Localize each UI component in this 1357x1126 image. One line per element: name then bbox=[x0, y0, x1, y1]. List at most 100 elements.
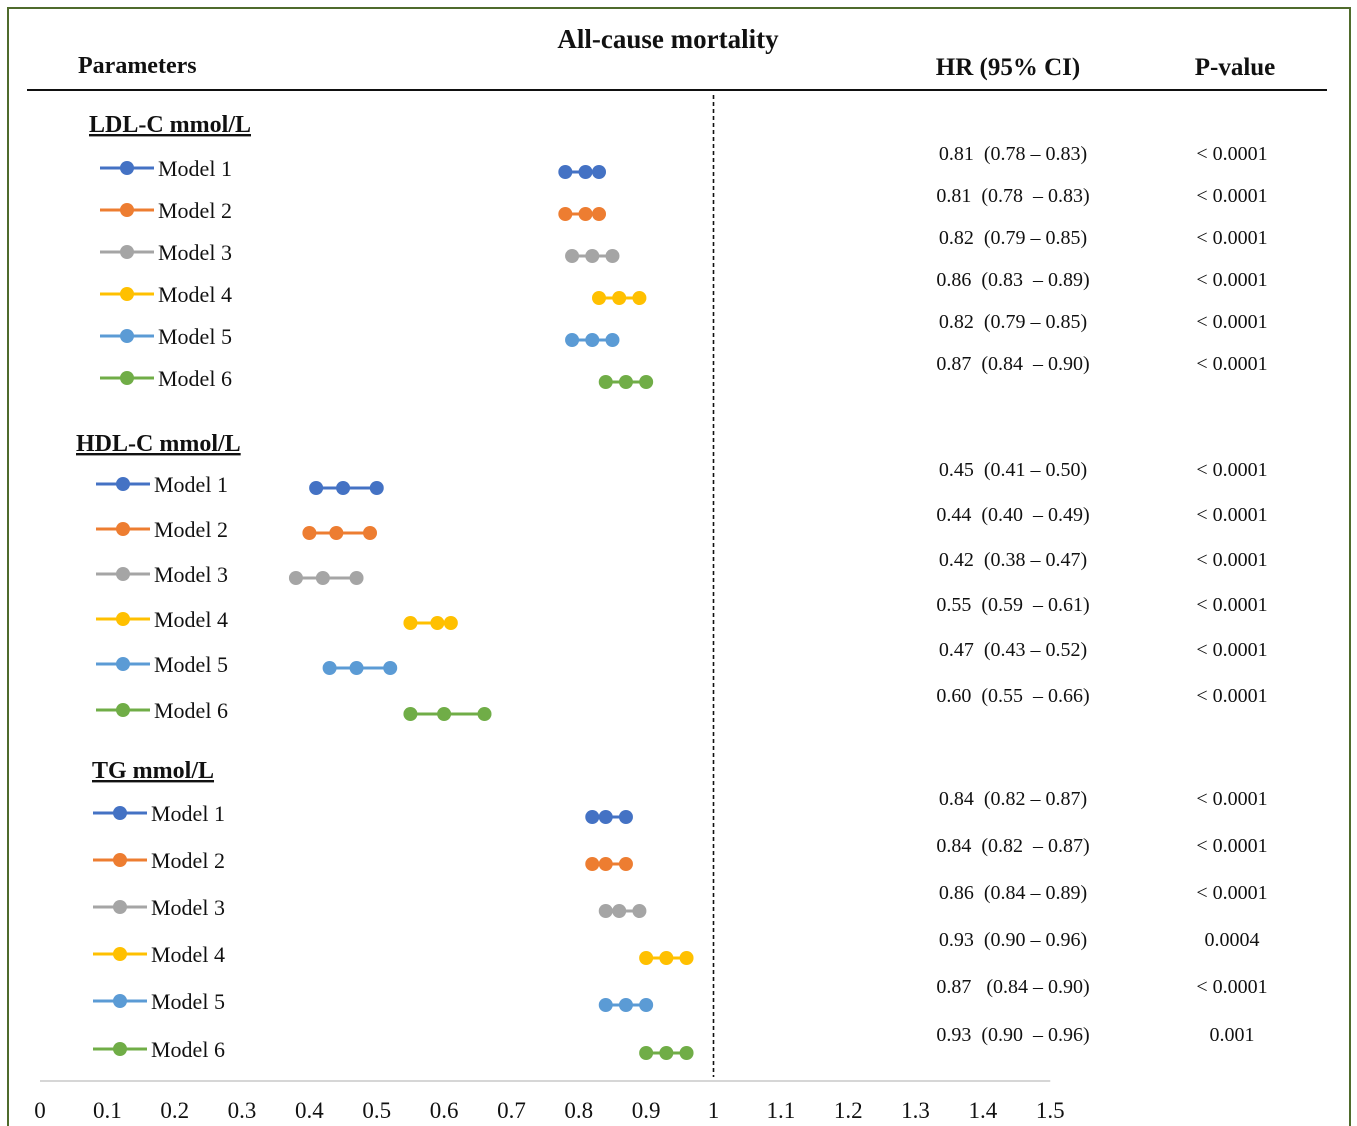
hr-marker bbox=[618, 375, 633, 389]
ci-low-marker bbox=[302, 526, 317, 540]
x-tick-label: 1.4 bbox=[969, 1098, 998, 1123]
hr-marker bbox=[585, 333, 600, 347]
group-label: LDL-C mmol/L bbox=[89, 112, 251, 138]
hr-marker bbox=[336, 481, 351, 495]
hr-marker bbox=[659, 951, 674, 965]
hr-marker bbox=[598, 857, 613, 871]
p-value: 0.0004 bbox=[1205, 929, 1260, 951]
ci-low-marker bbox=[565, 333, 580, 347]
model-label: Model 2 bbox=[154, 517, 228, 542]
p-value: < 0.0001 bbox=[1196, 227, 1267, 249]
model-label: Model 6 bbox=[158, 366, 232, 391]
ci-high-marker bbox=[679, 1046, 694, 1060]
legend-marker bbox=[120, 161, 134, 175]
ci-high-marker bbox=[632, 904, 647, 918]
hr-marker bbox=[585, 249, 600, 263]
ci-high-marker bbox=[618, 810, 633, 824]
hr-ci-value: 0.87 (0.84 – 0.90) bbox=[936, 353, 1089, 375]
p-value: < 0.0001 bbox=[1196, 835, 1267, 857]
legend-marker bbox=[113, 900, 127, 914]
legend-marker bbox=[116, 657, 130, 671]
ci-low-marker bbox=[592, 291, 607, 305]
x-tick-label: 1.3 bbox=[901, 1098, 930, 1123]
ci-low-marker bbox=[558, 207, 573, 221]
hr-ci-value: 0.81 (0.78 – 0.83) bbox=[939, 143, 1087, 165]
ci-low-marker bbox=[639, 951, 654, 965]
legend-marker bbox=[120, 329, 134, 343]
x-tick-label: 0 bbox=[34, 1098, 46, 1123]
ci-high-marker bbox=[632, 291, 647, 305]
x-tick-label: 0.8 bbox=[564, 1098, 593, 1123]
model-label: Model 5 bbox=[151, 989, 225, 1014]
ci-high-marker bbox=[369, 481, 384, 495]
hr-ci-value: 0.42 (0.38 – 0.47) bbox=[939, 549, 1087, 571]
hr-ci-value: 0.87 (0.84 – 0.90) bbox=[936, 976, 1089, 998]
model-label: Model 4 bbox=[158, 282, 232, 307]
x-tick-label: 0.2 bbox=[160, 1098, 189, 1123]
model-label: Model 2 bbox=[158, 198, 232, 223]
hr-marker bbox=[430, 616, 445, 630]
p-value: < 0.0001 bbox=[1196, 504, 1267, 526]
x-tick-label: 0.6 bbox=[430, 1098, 459, 1123]
legend-marker bbox=[120, 287, 134, 301]
hr-ci-value: 0.60 (0.55 – 0.66) bbox=[936, 685, 1089, 707]
x-tick-label: 1.5 bbox=[1036, 1098, 1065, 1123]
ci-low-marker bbox=[403, 616, 418, 630]
hr-marker bbox=[612, 904, 627, 918]
ci-low-marker bbox=[565, 249, 580, 263]
p-value: < 0.0001 bbox=[1196, 594, 1267, 616]
p-value: < 0.0001 bbox=[1196, 353, 1267, 375]
hr-marker bbox=[612, 291, 627, 305]
legend-marker bbox=[113, 853, 127, 867]
hr-marker bbox=[659, 1046, 674, 1060]
chart-title: All-cause mortality bbox=[557, 24, 779, 54]
legend-marker bbox=[113, 806, 127, 820]
hr-ci-value: 0.45 (0.41 – 0.50) bbox=[939, 459, 1087, 481]
model-label: Model 4 bbox=[154, 607, 228, 632]
model-label: Model 5 bbox=[154, 652, 228, 677]
ci-high-marker bbox=[679, 951, 694, 965]
hr-ci-value: 0.86 (0.83 – 0.89) bbox=[936, 269, 1089, 291]
hr-ci-value: 0.84 (0.82 – 0.87) bbox=[939, 788, 1087, 810]
plot-area: LDL-C mmol/L Model 1 0.81 (0.78 – 0.83) < 0… bbox=[34, 95, 1268, 1123]
x-tick-label: 0.3 bbox=[228, 1098, 257, 1123]
legend-marker bbox=[116, 477, 130, 491]
ci-high-marker bbox=[477, 707, 492, 721]
hr-marker bbox=[315, 571, 330, 585]
legend-marker bbox=[116, 567, 130, 581]
x-tick-label: 0.1 bbox=[93, 1098, 122, 1123]
x-tick-label: 0.9 bbox=[632, 1098, 661, 1123]
hr-marker bbox=[578, 207, 593, 221]
x-tick-label: 0.5 bbox=[362, 1098, 391, 1123]
x-tick-label: 0.4 bbox=[295, 1098, 324, 1123]
ci-low-marker bbox=[558, 165, 573, 179]
model-label: Model 1 bbox=[158, 156, 232, 181]
x-tick-label: 1.1 bbox=[766, 1098, 795, 1123]
legend-marker bbox=[120, 245, 134, 259]
ci-high-marker bbox=[349, 571, 364, 585]
model-label: Model 6 bbox=[154, 698, 228, 723]
ci-low-marker bbox=[288, 571, 303, 585]
figure-border bbox=[7, 7, 1351, 1126]
p-value: 0.001 bbox=[1210, 1024, 1255, 1046]
ci-high-marker bbox=[605, 249, 620, 263]
ci-high-marker bbox=[639, 998, 654, 1012]
model-label: Model 1 bbox=[154, 472, 228, 497]
model-label: Model 1 bbox=[151, 801, 225, 826]
ci-high-marker bbox=[443, 616, 458, 630]
hr-marker bbox=[349, 661, 364, 675]
legend-marker bbox=[113, 1042, 127, 1056]
group-label: TG mmol/L bbox=[92, 758, 214, 784]
model-label: Model 5 bbox=[158, 324, 232, 349]
legend-marker bbox=[113, 947, 127, 961]
legend-marker bbox=[116, 612, 130, 626]
ci-high-marker bbox=[383, 661, 398, 675]
legend-marker bbox=[120, 203, 134, 217]
legend-marker bbox=[116, 522, 130, 536]
p-value-header: P-value bbox=[1195, 54, 1276, 81]
hr-marker bbox=[598, 810, 613, 824]
hr-marker bbox=[578, 165, 593, 179]
ci-high-marker bbox=[639, 375, 654, 389]
p-value: < 0.0001 bbox=[1196, 269, 1267, 291]
